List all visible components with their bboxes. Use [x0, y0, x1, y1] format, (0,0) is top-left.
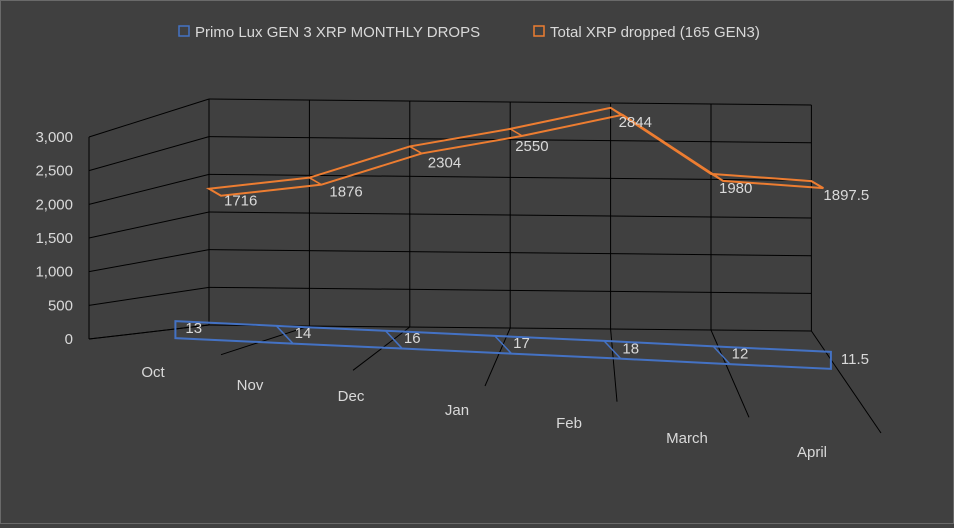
x-tick-label: Feb [556, 415, 582, 432]
floor-depth-line [220, 325, 310, 356]
blue-data-label: 17 [513, 335, 530, 352]
x-tick-label: March [666, 430, 708, 447]
y-tick-label: 2,000 [35, 196, 73, 213]
legend-label-total-dropped: Total XRP dropped (165 GEN3) [550, 24, 760, 41]
legend-marker-monthly-drops [178, 25, 190, 37]
orange-data-label: 1716 [224, 193, 257, 210]
blue-ribbon [174, 320, 832, 370]
blue-data-label: 18 [622, 340, 639, 357]
label-layer: 0 500 1,000 1,500 2,000 2,500 3,000 Oct Nov Dec Ja… [35, 114, 869, 461]
y-tick-label: 1,500 [35, 230, 73, 247]
floor-depth-line [810, 330, 882, 434]
side-gridline [88, 286, 210, 306]
floor-depth-line [352, 326, 411, 371]
y-tick-label: 0 [65, 331, 73, 348]
x-tick-label: Jan [445, 402, 469, 419]
x-tick-label: Oct [141, 364, 165, 381]
floor-depth-line [484, 327, 511, 387]
legend-marker-total-dropped [533, 25, 545, 37]
gridlines [88, 98, 882, 434]
blue-ribbon-segment [713, 346, 731, 365]
orange-data-label: 2304 [428, 154, 461, 171]
blue-ribbon-segment [385, 330, 403, 349]
blue-ribbon-segment [603, 340, 621, 359]
y-tick-label: 2,500 [35, 163, 73, 180]
floor-depth-line [610, 328, 618, 402]
x-tick-label: April [797, 444, 827, 461]
side-gridline [88, 211, 210, 239]
orange-ribbon-segment [309, 177, 322, 186]
y-tick-label: 3,000 [35, 129, 73, 146]
floor-depth-line [88, 324, 210, 340]
side-gridline [88, 136, 210, 172]
orange-data-label: 2844 [619, 114, 652, 131]
orange-ribbon-segment [509, 128, 523, 137]
floor-depth-line [710, 329, 750, 418]
orange-data-label: 1897.5 [823, 187, 869, 204]
orange-ribbon-segment [610, 107, 623, 116]
series-layer [174, 106, 832, 370]
side-gridline [88, 98, 210, 138]
blue-data-label: 13 [185, 320, 202, 337]
y-tick-label: 1,000 [35, 264, 73, 281]
legend[interactable]: Primo Lux GEN 3 XRP MONTHLY DROPS Total X… [178, 24, 760, 41]
legend-label-monthly-drops: Primo Lux GEN 3 XRP MONTHLY DROPS [195, 24, 480, 41]
orange-data-label: 2550 [515, 138, 548, 155]
x-tick-label: Dec [338, 388, 365, 405]
orange-data-label: 1876 [329, 184, 362, 201]
blue-data-label: 14 [295, 325, 312, 342]
blue-data-label: 11.5 [841, 351, 869, 368]
side-gridline [88, 173, 210, 205]
blue-ribbon-segment [494, 335, 512, 354]
x-tick-label: Nov [237, 377, 264, 394]
y-tick-label: 500 [48, 297, 73, 314]
blue-data-label: 12 [732, 346, 749, 363]
blue-data-label: 16 [404, 330, 421, 347]
orange-ribbon-segment [710, 173, 724, 182]
orange-data-label: 1980 [719, 180, 752, 197]
orange-ribbon-segment [409, 145, 423, 155]
blue-ribbon-segment [276, 325, 294, 344]
orange-ribbon [205, 106, 824, 197]
side-gridline [88, 249, 210, 273]
